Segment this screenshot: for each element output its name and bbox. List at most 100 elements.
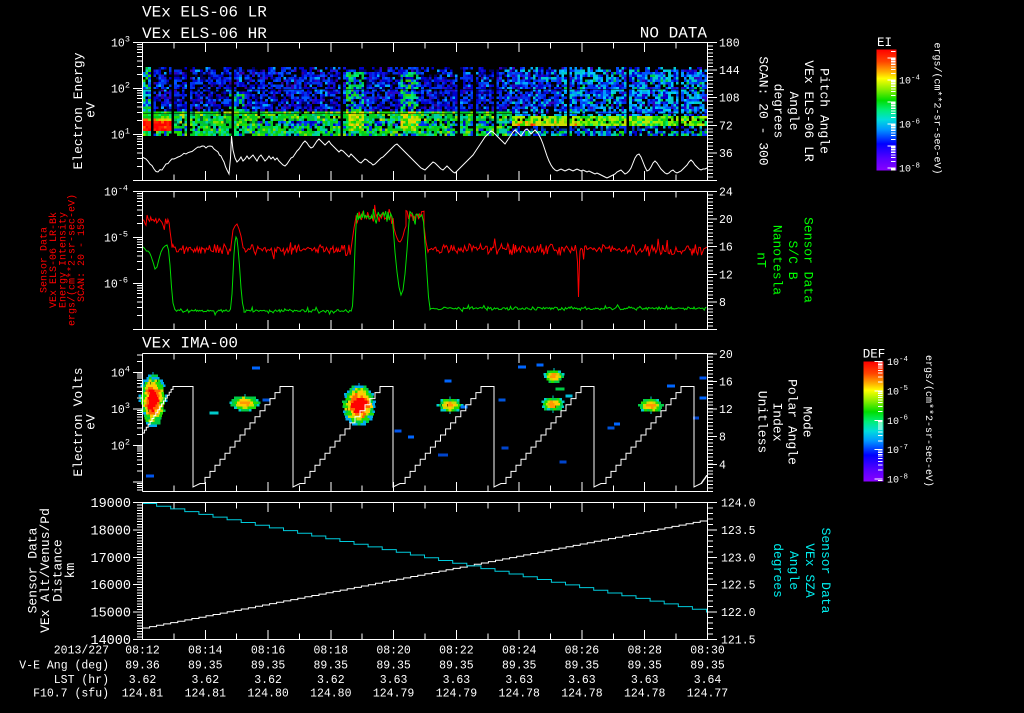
svg-text:eV: eV (84, 414, 99, 430)
svg-text:08:14: 08:14 (188, 645, 223, 658)
svg-text:2013/227: 2013/227 (54, 645, 109, 658)
svg-text:08:22: 08:22 (439, 645, 474, 658)
svg-text:89.35: 89.35 (376, 660, 411, 673)
svg-text:VEx IMA-00: VEx IMA-00 (142, 335, 238, 353)
svg-text:Sensor Data: Sensor Data (801, 217, 816, 303)
svg-text:VEx ELS-06 LR-Bk: VEx ELS-06 LR-Bk (48, 212, 60, 308)
svg-text:VEx ELS-06 HR: VEx ELS-06 HR (142, 25, 267, 43)
svg-text:SCAN: 20 - 300: SCAN: 20 - 300 (755, 56, 770, 165)
svg-text:Pitch Angle: Pitch Angle (817, 68, 832, 154)
svg-text:3.62: 3.62 (254, 674, 282, 687)
svg-text:08:28: 08:28 (627, 645, 662, 658)
svg-text:14000: 14000 (90, 634, 131, 649)
svg-text:Electron Volts: Electron Volts (71, 367, 86, 476)
svg-text:108: 108 (719, 93, 740, 106)
svg-text:89.35: 89.35 (502, 660, 537, 673)
svg-text:3.64: 3.64 (694, 674, 722, 687)
svg-text:12: 12 (719, 404, 733, 417)
svg-text:Sensor Data: Sensor Data (818, 528, 833, 614)
svg-text:NO DATA: NO DATA (640, 25, 708, 43)
svg-text:124.81: 124.81 (122, 688, 164, 701)
svg-text:19000: 19000 (90, 497, 131, 512)
svg-text:122.0: 122.0 (721, 607, 756, 620)
svg-text:08:30: 08:30 (690, 645, 725, 658)
svg-text:16000: 16000 (90, 579, 131, 594)
svg-text:18000: 18000 (90, 524, 131, 539)
svg-text:08:20: 08:20 (376, 645, 411, 658)
svg-text:124.78: 124.78 (498, 688, 540, 701)
svg-text:Index: Index (770, 402, 785, 441)
svg-text:3.63: 3.63 (443, 674, 471, 687)
svg-text:V-E Ang (deg): V-E Ang (deg) (19, 660, 109, 673)
svg-text:SCAN: 20 - 150: SCAN: 20 - 150 (77, 218, 88, 302)
svg-text:89.35: 89.35 (565, 660, 600, 673)
svg-text:ergs/(cm**2-sr-sec-eV): ergs/(cm**2-sr-sec-eV) (922, 355, 934, 487)
svg-text:08:24: 08:24 (502, 645, 537, 658)
svg-text:123.0: 123.0 (721, 552, 756, 565)
svg-text:Distance: Distance (51, 539, 66, 601)
svg-text:Mode: Mode (800, 406, 815, 437)
svg-text:89.36: 89.36 (125, 660, 160, 673)
svg-text:3.63: 3.63 (568, 674, 596, 687)
svg-text:16: 16 (719, 242, 733, 255)
svg-text:124.79: 124.79 (373, 688, 415, 701)
svg-text:VEx Alt/Venus/Pd: VEx Alt/Venus/Pd (38, 508, 53, 633)
svg-text:Nanotesla: Nanotesla (769, 225, 784, 295)
svg-text:36: 36 (719, 148, 733, 161)
svg-text:Unitless: Unitless (755, 391, 770, 453)
svg-text:12: 12 (719, 269, 733, 282)
svg-text:3.63: 3.63 (380, 674, 408, 687)
svg-text:Angle: Angle (786, 91, 801, 130)
svg-text:122.5: 122.5 (721, 580, 756, 593)
svg-text:km: km (63, 563, 78, 579)
svg-text:3.62: 3.62 (317, 674, 345, 687)
svg-text:Sensor Data: Sensor Data (40, 227, 51, 293)
svg-text:124.80: 124.80 (310, 688, 352, 701)
svg-text:124.0: 124.0 (721, 498, 756, 511)
svg-text:Electron Energy: Electron Energy (71, 52, 86, 169)
svg-text:24: 24 (719, 187, 733, 200)
svg-text:180: 180 (719, 38, 740, 51)
svg-text:08:12: 08:12 (125, 645, 160, 658)
svg-text:Energy Intensity: Energy Intensity (57, 212, 69, 308)
svg-text:144: 144 (719, 65, 740, 78)
svg-text:ergs/(cm**2-sr-sec-eV): ergs/(cm**2-sr-sec-eV) (931, 42, 943, 174)
svg-text:VEx ELS-06 LR: VEx ELS-06 LR (801, 60, 816, 162)
svg-text:VEx ELS-06 LR: VEx ELS-06 LR (142, 4, 267, 22)
svg-text:degrees: degrees (770, 543, 785, 598)
svg-text:89.35: 89.35 (439, 660, 474, 673)
svg-text:124.78: 124.78 (624, 688, 666, 701)
svg-text:Sensor Data: Sensor Data (26, 527, 41, 613)
svg-text:LST (hr): LST (hr) (54, 674, 109, 687)
svg-text:15000: 15000 (90, 607, 131, 622)
svg-text:degrees: degrees (771, 84, 786, 139)
svg-text:3.62: 3.62 (191, 674, 219, 687)
svg-text:123.5: 123.5 (721, 525, 756, 538)
svg-text:121.5: 121.5 (721, 635, 756, 648)
svg-text:20: 20 (719, 349, 733, 362)
svg-text:89.35: 89.35 (690, 660, 725, 673)
svg-text:16: 16 (719, 377, 733, 390)
svg-text:Polar Angle: Polar Angle (785, 379, 800, 465)
svg-text:EI: EI (877, 36, 892, 50)
svg-text:89.35: 89.35 (314, 660, 349, 673)
svg-text:72: 72 (719, 120, 733, 133)
svg-text:3.63: 3.63 (505, 674, 533, 687)
svg-text:8: 8 (719, 432, 726, 445)
svg-text:08:16: 08:16 (251, 645, 286, 658)
svg-text:89.35: 89.35 (627, 660, 662, 673)
svg-text:124.79: 124.79 (436, 688, 478, 701)
svg-text:124.80: 124.80 (247, 688, 289, 701)
svg-text:F10.7 (sfu): F10.7 (sfu) (33, 688, 109, 701)
svg-text:124.81: 124.81 (185, 688, 227, 701)
svg-text:Angle: Angle (786, 551, 801, 590)
svg-text:eV: eV (84, 102, 99, 118)
svg-text:S/C B: S/C B (785, 240, 800, 279)
svg-text:VEx SZA: VEx SZA (802, 543, 817, 598)
svg-text:3.63: 3.63 (631, 674, 659, 687)
svg-text:DEF: DEF (863, 348, 886, 362)
svg-text:124.77: 124.77 (687, 688, 728, 701)
svg-text:89.35: 89.35 (251, 660, 286, 673)
svg-text:08:18: 08:18 (314, 645, 349, 658)
svg-text:ergs/(cm**2-sr-sec-eV): ergs/(cm**2-sr-sec-eV) (67, 194, 79, 326)
